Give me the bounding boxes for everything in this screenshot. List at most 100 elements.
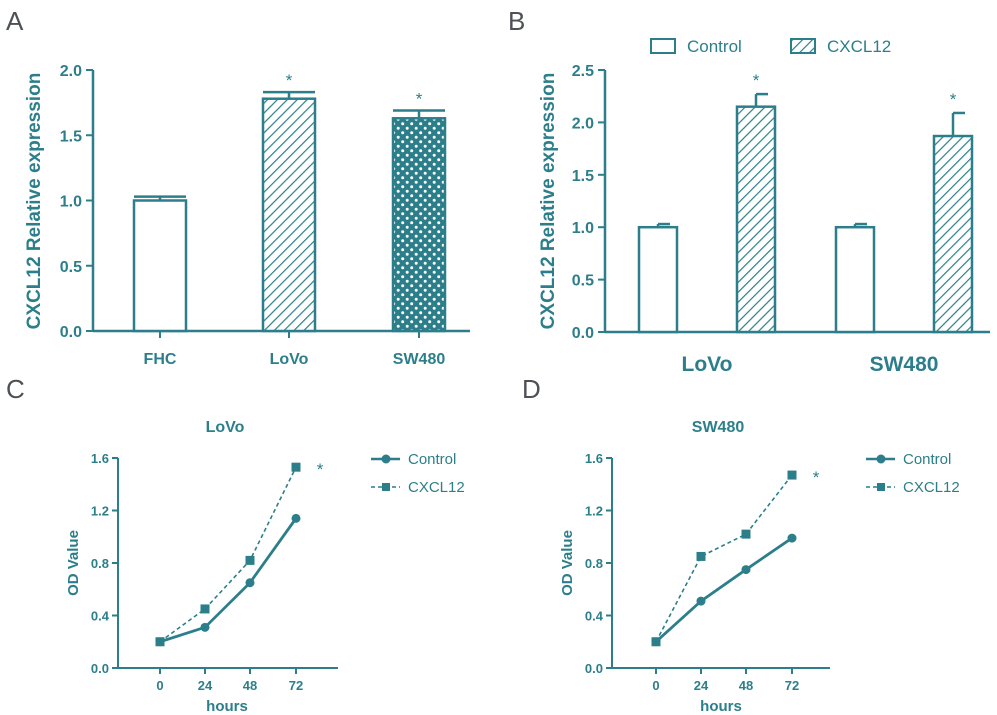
bar-lovo-cxcl12 xyxy=(735,105,777,334)
panel-b-bars: * LoVo * SW480 xyxy=(637,71,974,376)
panel-c-series: * xyxy=(155,460,324,647)
data-point-cxcl12 xyxy=(155,637,165,647)
legend-marker-control xyxy=(876,454,886,464)
y-tick-label: 2.0 xyxy=(572,115,594,132)
data-point-cxcl12 xyxy=(787,470,797,480)
bar-fhc xyxy=(132,199,188,333)
significance-star: * xyxy=(286,71,293,90)
panel-letter-d: D xyxy=(522,374,541,404)
x-tick-label: 24 xyxy=(694,678,709,693)
x-tick-label: FHC xyxy=(144,351,177,368)
y-tick-label: 0.8 xyxy=(91,556,109,571)
panel-b-legend: Control CXCL12 xyxy=(650,37,891,56)
data-point-control xyxy=(787,533,797,543)
x-tick-label: 48 xyxy=(243,678,257,693)
legend-label-control: Control xyxy=(903,451,951,468)
y-tick-label: 0.8 xyxy=(585,556,603,571)
x-tick-label: 0 xyxy=(156,678,163,693)
data-point-cxcl12 xyxy=(200,604,210,614)
legend-label-cxcl12: CXCL12 xyxy=(408,479,465,496)
series-line-control xyxy=(159,517,298,644)
series-line-control xyxy=(655,536,793,643)
panel-c-legend: Control CXCL12 xyxy=(371,451,465,496)
panel-d-legend: Control CXCL12 xyxy=(866,451,960,496)
bar-sw480-cxcl12 xyxy=(932,134,974,334)
y-tick-label: 2.5 xyxy=(572,63,594,80)
data-point-control xyxy=(200,622,210,632)
data-point-control xyxy=(291,513,301,523)
legend-marker-cxcl12 xyxy=(877,483,885,491)
y-tick-label: 1.0 xyxy=(572,220,594,237)
y-tick-label: 0.0 xyxy=(91,661,109,676)
bar-lovo-control xyxy=(637,225,679,334)
data-point-cxcl12 xyxy=(696,551,706,561)
data-point-cxcl12 xyxy=(245,555,255,565)
y-tick-label: 1.6 xyxy=(585,451,603,466)
data-point-control xyxy=(696,596,706,606)
panel-c-ticks: 0.0 0.4 0.8 1.2 1.6 0 24 48 72 xyxy=(91,451,303,693)
y-tick-label: 0.0 xyxy=(60,324,82,341)
y-tick-label: 0.0 xyxy=(585,661,603,676)
legend-label-control: Control xyxy=(687,37,742,56)
panel-d-y-axis-label: OD Value xyxy=(559,530,576,596)
significance-star: * xyxy=(950,90,957,109)
legend-swatch-control xyxy=(650,38,676,54)
data-point-control xyxy=(245,578,255,588)
data-point-cxcl12 xyxy=(741,529,751,539)
y-tick-label: 1.5 xyxy=(60,128,82,145)
y-tick-label: 0.4 xyxy=(91,609,110,624)
legend-label-control: Control xyxy=(408,451,456,468)
x-tick-label: LoVo xyxy=(682,353,733,376)
bar-lovo xyxy=(261,97,317,333)
significance-star: * xyxy=(416,89,423,108)
data-point-cxcl12 xyxy=(291,462,301,472)
series-line-cxcl12 xyxy=(159,466,297,643)
panel-c-title: LoVo xyxy=(206,419,245,436)
panel-d-title: SW480 xyxy=(692,419,745,436)
x-tick-label: 72 xyxy=(289,678,303,693)
x-tick-label: 0 xyxy=(652,678,659,693)
y-tick-label: 2.0 xyxy=(60,63,82,80)
panel-a-bar-chart: CXCL12 Relative expression 0.0 0.5 1.0 1.5 2… xyxy=(24,63,470,368)
x-tick-label: SW480 xyxy=(393,351,446,368)
panel-a-bars: FHC LoVo * SW480 * xyxy=(132,71,447,368)
x-tick-label: 24 xyxy=(198,678,213,693)
legend-swatch-cxcl12 xyxy=(790,38,816,54)
panel-a-y-ticks: 0.0 0.5 1.0 1.5 2.0 xyxy=(60,63,93,341)
panel-d-x-axis-label: hours xyxy=(700,698,742,715)
panel-b-bar-chart: CXCL12 Relative expression 0.0 0.5 1.0 1.5 2… xyxy=(538,37,990,376)
legend-label-cxcl12: CXCL12 xyxy=(827,37,891,56)
y-tick-label: 1.2 xyxy=(91,504,109,519)
x-tick-label: SW480 xyxy=(870,353,939,376)
y-tick-label: 1.5 xyxy=(572,168,594,185)
panel-letter-c: C xyxy=(6,374,25,404)
significance-star: * xyxy=(813,468,820,487)
panel-c-x-axis-label: hours xyxy=(206,698,248,715)
legend-marker-cxcl12 xyxy=(382,483,390,491)
panel-a-y-axis-label: CXCL12 Relative expression xyxy=(24,73,45,330)
y-tick-label: 0.0 xyxy=(572,325,594,342)
panel-b-y-ticks: 0.0 0.5 1.0 1.5 2.0 2.5 xyxy=(572,63,605,342)
y-tick-label: 0.5 xyxy=(572,273,594,290)
panel-c-line-chart: LoVo OD Value hours 0.0 0.4 0.8 1.2 1.6 0 24 48… xyxy=(65,419,465,715)
y-tick-label: 0.4 xyxy=(585,609,604,624)
x-tick-label: 72 xyxy=(785,678,799,693)
panel-d-series: * xyxy=(651,468,820,647)
panel-b-y-axis-label: CXCL12 Relative expression xyxy=(538,73,559,330)
bar-sw480-control xyxy=(834,225,876,334)
panel-letter-a: A xyxy=(6,6,24,36)
y-tick-label: 1.2 xyxy=(585,504,603,519)
y-tick-label: 1.6 xyxy=(91,451,109,466)
panel-c-y-axis-label: OD Value xyxy=(65,530,82,596)
panel-letter-b: B xyxy=(508,6,525,36)
bar-sw480 xyxy=(391,117,447,333)
data-point-cxcl12 xyxy=(651,637,661,647)
data-point-control xyxy=(741,565,751,575)
significance-star: * xyxy=(317,460,324,479)
y-tick-label: 1.0 xyxy=(60,194,82,211)
series-line-cxcl12 xyxy=(655,474,793,643)
significance-star: * xyxy=(753,71,760,90)
legend-marker-control xyxy=(381,454,391,464)
x-tick-label: LoVo xyxy=(270,351,309,368)
